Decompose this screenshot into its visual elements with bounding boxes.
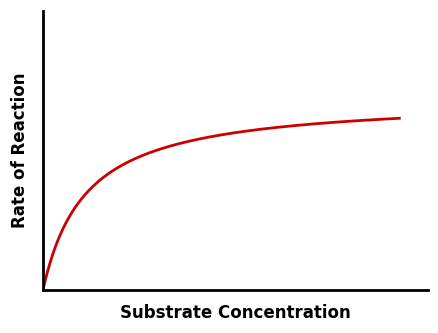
X-axis label: Substrate Concentration: Substrate Concentration bbox=[120, 304, 350, 322]
Y-axis label: Rate of Reaction: Rate of Reaction bbox=[11, 73, 29, 228]
